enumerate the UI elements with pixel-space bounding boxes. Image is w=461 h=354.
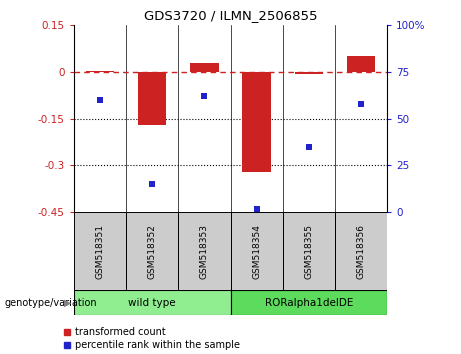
Text: wild type: wild type — [128, 298, 176, 308]
Text: GSM518352: GSM518352 — [148, 224, 157, 279]
Point — [253, 206, 260, 211]
Bar — [242, 72, 271, 172]
Point — [357, 101, 365, 107]
Point — [96, 97, 104, 103]
Text: ▶: ▶ — [64, 298, 71, 308]
Text: RORalpha1delDE: RORalpha1delDE — [265, 298, 353, 308]
Bar — [335, 212, 387, 290]
Bar — [347, 56, 375, 72]
Bar — [126, 212, 178, 290]
Bar — [178, 212, 230, 290]
Bar — [230, 290, 387, 315]
Bar — [283, 212, 335, 290]
Text: GSM518355: GSM518355 — [304, 224, 313, 279]
Bar — [230, 212, 283, 290]
Text: GSM518356: GSM518356 — [357, 224, 366, 279]
Bar — [138, 72, 166, 125]
Point — [148, 181, 156, 187]
Bar — [190, 63, 219, 72]
Text: GSM518353: GSM518353 — [200, 224, 209, 279]
Text: GSM518351: GSM518351 — [95, 224, 104, 279]
Point — [305, 144, 313, 149]
Legend: transformed count, percentile rank within the sample: transformed count, percentile rank withi… — [60, 324, 244, 354]
Bar — [74, 212, 126, 290]
Point — [201, 93, 208, 99]
Text: GSM518354: GSM518354 — [252, 224, 261, 279]
Bar — [85, 71, 114, 72]
Text: genotype/variation: genotype/variation — [5, 298, 97, 308]
Bar — [295, 72, 323, 74]
Title: GDS3720 / ILMN_2506855: GDS3720 / ILMN_2506855 — [144, 9, 317, 22]
Bar — [74, 290, 230, 315]
